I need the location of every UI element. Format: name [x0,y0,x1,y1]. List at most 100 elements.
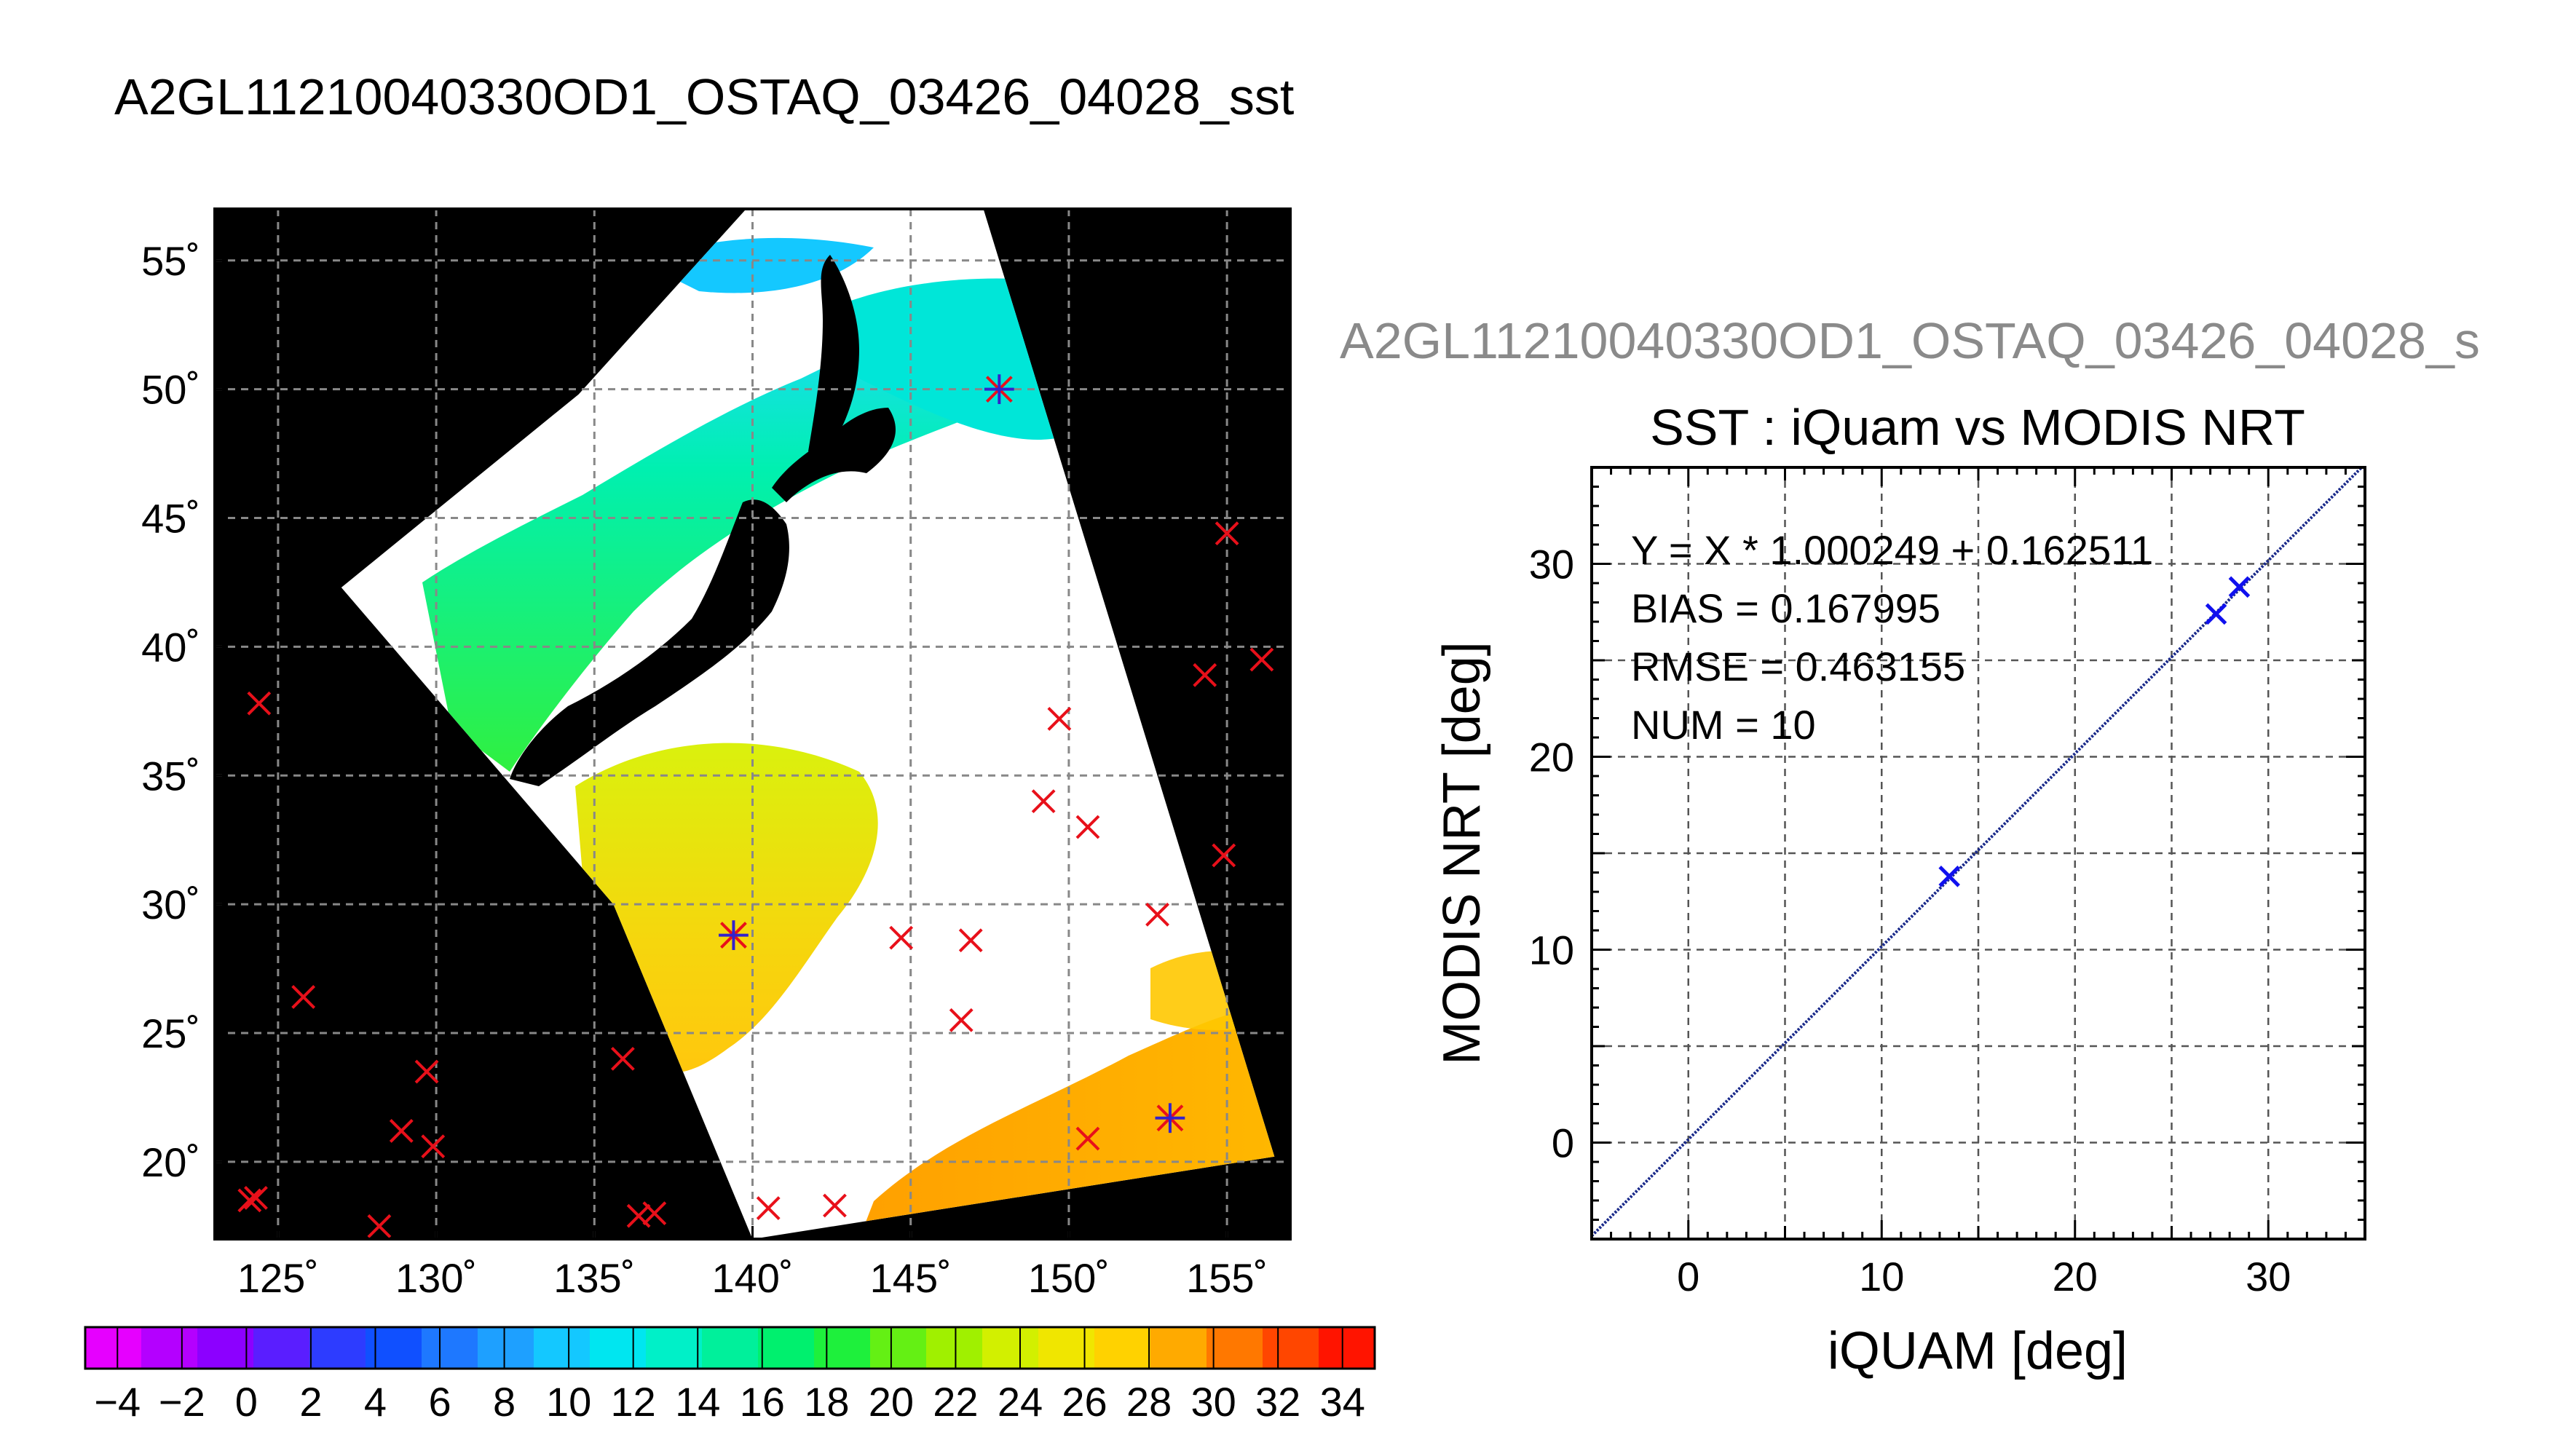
satellite-mark-stroke [949,1008,974,1032]
satellite-mark [291,985,316,1009]
satellite-mark-stroke [1193,662,1217,687]
colorbar-segment [309,1327,366,1369]
colorbar-segment [366,1327,422,1369]
map-y-tick-label: 45˚ [141,496,200,542]
matched-mark [1155,1103,1185,1133]
satellite-mark-stroke [1031,789,1056,814]
satellite-mark [1075,815,1100,839]
colorbar-labels: −4 −2 0 2 4 6 8 10 12 14 16 18 20 22 24 26 28 30 32 34 [94,1379,1365,1425]
scatter-title: SST : iQuam vs MODIS NRT [1650,399,2305,456]
satellite-mark-stroke [1215,521,1239,546]
map-y-tick-label: 40˚ [141,624,200,670]
scatter-point-stroke [2228,576,2251,598]
colorbar-tick-label: 34 [1320,1379,1365,1425]
fit-stat-line: RMSE = 0.463155 [1631,644,1965,689]
satellite-mark-stroke [1075,1126,1100,1151]
scatter-point [2205,603,2227,625]
map-ticks [215,259,1228,1239]
scatter-point [1938,866,1960,887]
satellite-mark [642,1201,667,1226]
satellite-mark [1193,662,1217,687]
map-x-tick-label: 145˚ [870,1255,952,1301]
sst-map [215,209,1290,1239]
colorbar-segment [590,1327,647,1369]
satellite-mark [1047,707,1072,731]
map-x-tick-label: 150˚ [1028,1255,1110,1301]
satellite-mark-stroke [247,691,272,716]
satellite-mark-stroke [756,1196,781,1220]
scatter-y-tick-label: 10 [1529,927,1574,973]
scatter-y-tick-labels: 0 10 20 30 [1529,542,1574,1166]
colorbar-tick-label: 14 [675,1379,720,1425]
main-title: A2GL11210040330OD1_OSTAQ_03426_04028_sst [114,68,1295,125]
fit-statistics: Y = X * 1.000249 + 0.162511 BIAS = 0.1679… [1631,527,2153,748]
colorbar-tick-label: −4 [94,1379,141,1425]
land-sakhalin [808,255,859,459]
map-y-tick-label: 50˚ [141,367,200,413]
colorbar-tick-label: 16 [740,1379,785,1425]
satellite-mark [756,1196,781,1220]
map-y-tick-label: 35˚ [141,753,200,799]
colorbar-segment [141,1327,198,1369]
colorbar-tick-label: 4 [364,1379,387,1425]
colorbar-tick-label: 0 [235,1379,258,1425]
map-y-tick-label: 30˚ [141,882,200,927]
scatter-x-axis-label: iQUAM [deg] [1828,1322,2128,1380]
scatter-x-tick-label: 20 [2053,1254,2098,1299]
colorbar-tick-label: 28 [1126,1379,1172,1425]
satellite-mark [414,1059,439,1084]
sst-region-north [422,306,1068,772]
colorbar-segment [1150,1327,1207,1369]
map-x-tick-label: 155˚ [1186,1255,1268,1301]
satellite-mark [823,1193,847,1218]
satellite-mark [389,1119,414,1143]
sst-region-south [575,743,878,1073]
fit-stat-line: Y = X * 1.000249 + 0.162511 [1631,527,2153,573]
colorbar-tick-label: 30 [1190,1379,1236,1425]
map-y-tick-labels: 20˚ 25˚ 30˚ 35˚ 40˚ 45˚ 50˚ 55˚ [141,238,200,1185]
land-honshu [510,499,789,786]
map-x-tick-label: 140˚ [711,1255,793,1301]
colorbar-tick-label: −2 [159,1379,205,1425]
satellite-mark-stroke [610,1046,635,1071]
colorbar-segment [646,1327,703,1369]
satellite-mark-stroke [389,1119,414,1143]
matched-mark [719,920,749,950]
map-y-tick-label: 20˚ [141,1139,200,1185]
satellite-mark [1215,521,1239,546]
satellite-mark [1249,647,1274,672]
colorbar-tick-label: 24 [998,1379,1043,1425]
scatter-x-tick-label: 0 [1677,1254,1699,1299]
scatter-points [1938,576,2251,887]
scatter-x-tick-labels: 0 10 20 30 [1677,1254,2291,1299]
scatter-x-tick-label: 10 [1859,1254,1904,1299]
map-grid [215,209,1290,1239]
satellite-mark [610,1046,635,1071]
secondary-title: A2GL11210040330OD1_OSTAQ_03426_04028_s [1340,312,2480,369]
satellite-mark-stroke [237,1188,262,1213]
colorbar-segment [1094,1327,1151,1369]
colorbar-tick-label: 20 [869,1379,914,1425]
land-hokkaido [772,408,896,502]
colorbar-tick-label: 26 [1062,1379,1107,1425]
scatter-point-stroke [1938,866,1960,887]
satellite-mark [367,1214,392,1238]
colorbar-segment [758,1327,815,1369]
matched-marks [719,374,1185,1133]
satellite-mark [1212,843,1236,868]
colorbar-segment [982,1327,1039,1369]
satellite-mark-stroke [367,1214,392,1238]
satellite-mark-stroke [244,1185,268,1210]
colorbar-segment [85,1327,142,1369]
satellite-mark-stroke [1249,647,1274,672]
colorbar-segment [422,1327,478,1369]
satellite-marks [237,521,1274,1238]
scatter-point [2228,576,2251,598]
satellite-mark-stroke [642,1201,667,1226]
fit-stat-line: NUM = 10 [1631,702,1816,748]
satellite-mark-stroke [889,925,914,950]
map-x-tick-label: 135˚ [553,1255,635,1301]
satellite-mark-stroke [291,985,316,1009]
satellite-mark-stroke [958,928,983,953]
satellite-mark-stroke [823,1193,847,1218]
